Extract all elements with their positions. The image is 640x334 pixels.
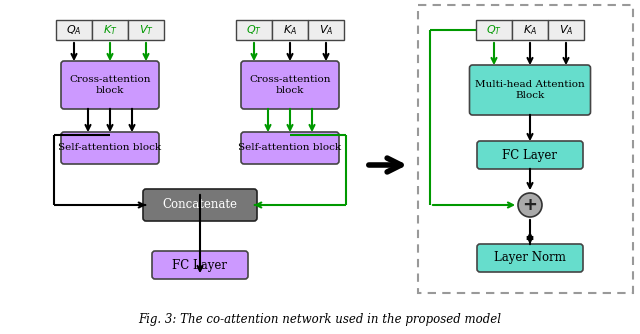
Text: $V_A$: $V_A$ xyxy=(319,23,333,37)
Text: $K_A$: $K_A$ xyxy=(283,23,297,37)
FancyBboxPatch shape xyxy=(470,65,591,115)
Text: FC Layer: FC Layer xyxy=(173,259,227,272)
Text: Concatenate: Concatenate xyxy=(163,198,237,211)
Text: FC Layer: FC Layer xyxy=(502,149,557,162)
Text: $K_T$: $K_T$ xyxy=(103,23,117,37)
FancyBboxPatch shape xyxy=(61,61,159,109)
Text: $Q_T$: $Q_T$ xyxy=(486,23,502,37)
FancyBboxPatch shape xyxy=(128,20,164,40)
FancyBboxPatch shape xyxy=(308,20,344,40)
FancyBboxPatch shape xyxy=(241,61,339,109)
FancyBboxPatch shape xyxy=(476,20,512,40)
FancyBboxPatch shape xyxy=(92,20,128,40)
Text: +: + xyxy=(522,196,538,214)
FancyBboxPatch shape xyxy=(512,20,548,40)
Text: $K_A$: $K_A$ xyxy=(523,23,537,37)
FancyBboxPatch shape xyxy=(61,132,159,164)
Text: $V_T$: $V_T$ xyxy=(139,23,154,37)
FancyBboxPatch shape xyxy=(152,251,248,279)
FancyBboxPatch shape xyxy=(56,20,92,40)
Circle shape xyxy=(518,193,542,217)
FancyBboxPatch shape xyxy=(477,244,583,272)
FancyBboxPatch shape xyxy=(548,20,584,40)
Text: $Q_A$: $Q_A$ xyxy=(66,23,82,37)
Text: Cross-attention
block: Cross-attention block xyxy=(249,75,331,95)
FancyBboxPatch shape xyxy=(241,132,339,164)
Text: Multi-head Attention
Block: Multi-head Attention Block xyxy=(475,80,585,100)
Text: Cross-attention
block: Cross-attention block xyxy=(69,75,151,95)
Text: Layer Norm: Layer Norm xyxy=(494,252,566,265)
Text: Fig. 3: The co-attention network used in the proposed model: Fig. 3: The co-attention network used in… xyxy=(138,314,502,327)
Text: $Q_T$: $Q_T$ xyxy=(246,23,262,37)
FancyBboxPatch shape xyxy=(477,141,583,169)
Text: Self-attention block: Self-attention block xyxy=(239,144,342,153)
FancyBboxPatch shape xyxy=(272,20,308,40)
FancyBboxPatch shape xyxy=(143,189,257,221)
Text: $V_A$: $V_A$ xyxy=(559,23,573,37)
Text: Self-attention block: Self-attention block xyxy=(58,144,161,153)
FancyBboxPatch shape xyxy=(236,20,272,40)
